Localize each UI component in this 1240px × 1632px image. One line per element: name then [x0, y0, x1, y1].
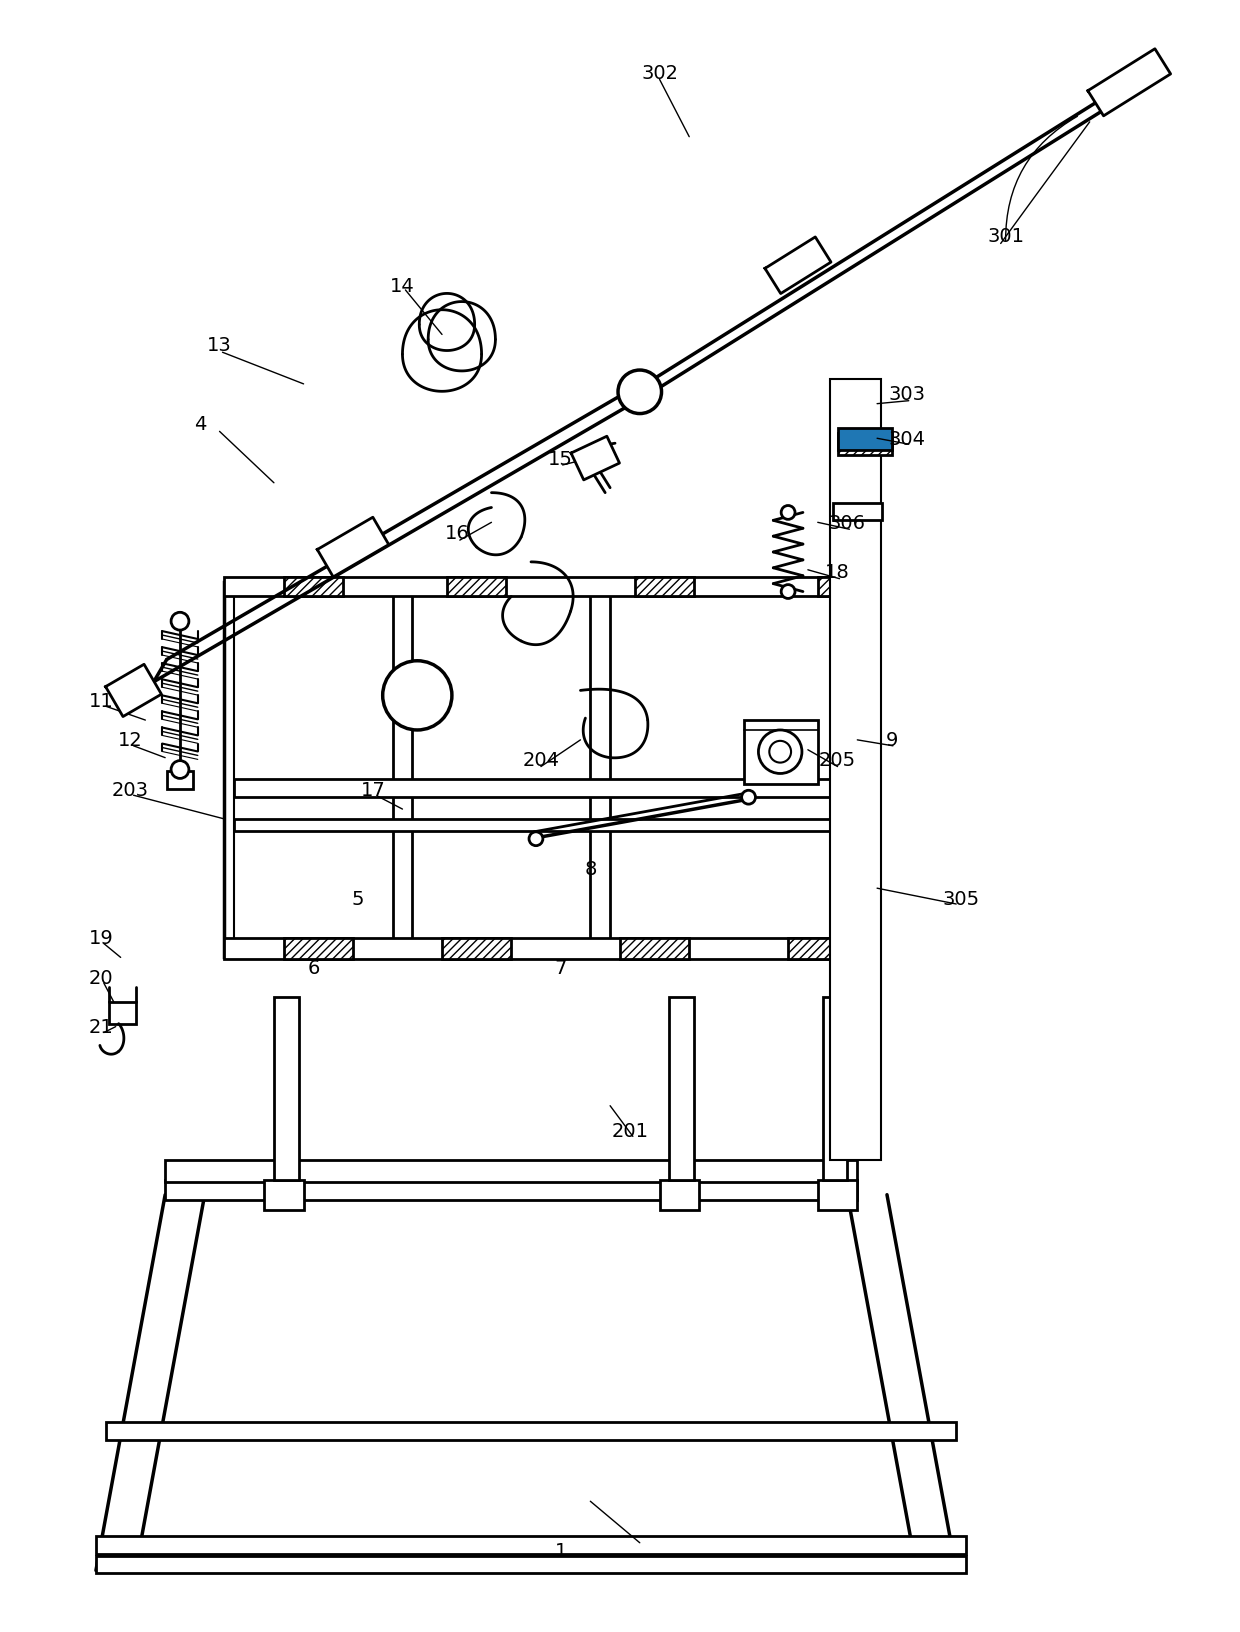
Text: 6: 6 — [308, 958, 320, 978]
Bar — [837, 385, 872, 1155]
Bar — [660, 1180, 699, 1209]
Bar — [167, 772, 193, 790]
Circle shape — [618, 370, 661, 415]
Bar — [817, 578, 877, 597]
Bar — [95, 1536, 966, 1554]
Bar — [105, 1421, 956, 1439]
Text: 8: 8 — [584, 860, 596, 878]
Text: 18: 18 — [825, 563, 849, 583]
Text: 302: 302 — [641, 64, 678, 83]
Bar — [822, 997, 847, 1180]
Bar — [670, 997, 694, 1180]
Bar — [837, 434, 892, 455]
Text: 12: 12 — [118, 731, 143, 749]
Bar — [817, 1180, 857, 1209]
Text: 205: 205 — [818, 751, 856, 770]
Text: 303: 303 — [888, 385, 925, 405]
Bar — [224, 583, 867, 958]
Bar — [284, 938, 353, 960]
Text: 15: 15 — [548, 449, 573, 468]
Text: 13: 13 — [207, 336, 232, 354]
Circle shape — [529, 832, 543, 845]
Bar — [274, 997, 299, 1180]
Polygon shape — [105, 664, 161, 716]
Text: 203: 203 — [112, 780, 149, 800]
Bar — [234, 592, 857, 948]
Text: 304: 304 — [888, 429, 925, 449]
Bar — [832, 503, 882, 521]
Text: 16: 16 — [444, 524, 469, 542]
Bar — [744, 721, 817, 785]
Text: 5: 5 — [352, 889, 365, 907]
Text: 14: 14 — [391, 276, 415, 295]
Polygon shape — [572, 437, 620, 480]
Circle shape — [171, 761, 188, 778]
Polygon shape — [1087, 49, 1171, 118]
Bar — [165, 1160, 857, 1182]
Bar — [224, 938, 867, 960]
Circle shape — [742, 792, 755, 805]
Text: 4: 4 — [193, 415, 206, 434]
Text: 201: 201 — [611, 1121, 649, 1141]
Text: 11: 11 — [88, 692, 113, 710]
Text: 301: 301 — [987, 227, 1024, 246]
Bar — [264, 1180, 304, 1209]
Text: 306: 306 — [828, 514, 866, 532]
Circle shape — [769, 741, 791, 764]
Text: 9: 9 — [885, 731, 898, 749]
Circle shape — [759, 731, 802, 774]
Text: 17: 17 — [361, 780, 386, 800]
Bar — [234, 819, 857, 831]
Bar — [234, 780, 857, 798]
Polygon shape — [765, 238, 831, 294]
Text: 204: 204 — [522, 751, 559, 770]
Bar — [165, 1180, 857, 1200]
Circle shape — [781, 506, 795, 521]
Bar — [95, 1555, 966, 1573]
Text: 19: 19 — [88, 929, 113, 948]
Text: 305: 305 — [942, 889, 980, 907]
Bar — [620, 938, 689, 960]
Bar — [837, 429, 892, 450]
Bar — [109, 1002, 136, 1023]
Circle shape — [171, 614, 188, 630]
Bar — [284, 578, 343, 597]
Text: 1: 1 — [554, 1541, 567, 1560]
Circle shape — [383, 661, 451, 731]
Text: 20: 20 — [88, 968, 113, 987]
Bar — [830, 380, 882, 1160]
Bar — [789, 938, 857, 960]
Bar — [635, 578, 694, 597]
Circle shape — [781, 586, 795, 599]
Bar — [446, 578, 506, 597]
Bar — [224, 578, 867, 597]
Text: 7: 7 — [554, 958, 567, 978]
Polygon shape — [317, 517, 389, 578]
Text: 21: 21 — [88, 1017, 113, 1036]
Bar — [441, 938, 511, 960]
